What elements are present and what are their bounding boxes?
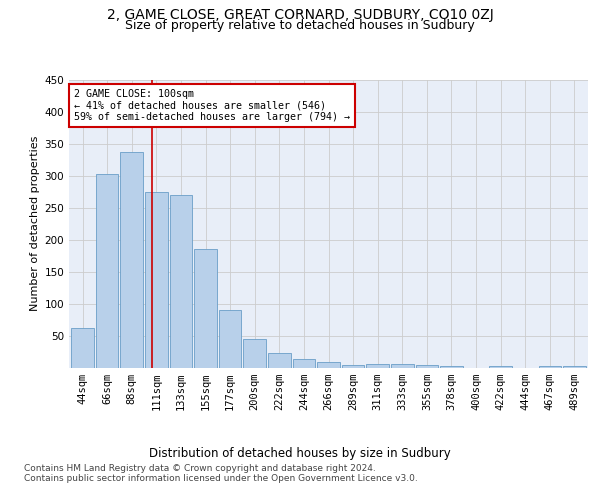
Y-axis label: Number of detached properties: Number of detached properties (30, 136, 40, 312)
Bar (244, 339, 266, 368)
Bar (367, 364, 389, 368)
Bar (71, 328, 94, 368)
Bar (317, 362, 340, 368)
Text: 2 GAME CLOSE: 100sqm
← 41% of detached houses are smaller (546)
59% of semi-deta: 2 GAME CLOSE: 100sqm ← 41% of detached h… (74, 88, 350, 122)
Bar (145, 192, 167, 368)
Bar (416, 365, 438, 368)
Text: Contains public sector information licensed under the Open Government Licence v3: Contains public sector information licen… (24, 474, 418, 483)
Bar (342, 365, 364, 368)
Bar (539, 366, 561, 368)
Bar (194, 250, 217, 368)
Bar (219, 310, 241, 368)
Bar (96, 174, 118, 368)
Bar (440, 366, 463, 368)
Bar (391, 364, 413, 368)
Text: Distribution of detached houses by size in Sudbury: Distribution of detached houses by size … (149, 448, 451, 460)
Bar (563, 366, 586, 368)
Bar (268, 353, 290, 368)
Bar (293, 359, 315, 368)
Bar (121, 152, 143, 368)
Text: Size of property relative to detached houses in Sudbury: Size of property relative to detached ho… (125, 19, 475, 32)
Text: 2, GAME CLOSE, GREAT CORNARD, SUDBURY, CO10 0ZJ: 2, GAME CLOSE, GREAT CORNARD, SUDBURY, C… (107, 8, 493, 22)
Text: Contains HM Land Registry data © Crown copyright and database right 2024.: Contains HM Land Registry data © Crown c… (24, 464, 376, 473)
Bar (490, 366, 512, 368)
Bar (170, 195, 192, 368)
